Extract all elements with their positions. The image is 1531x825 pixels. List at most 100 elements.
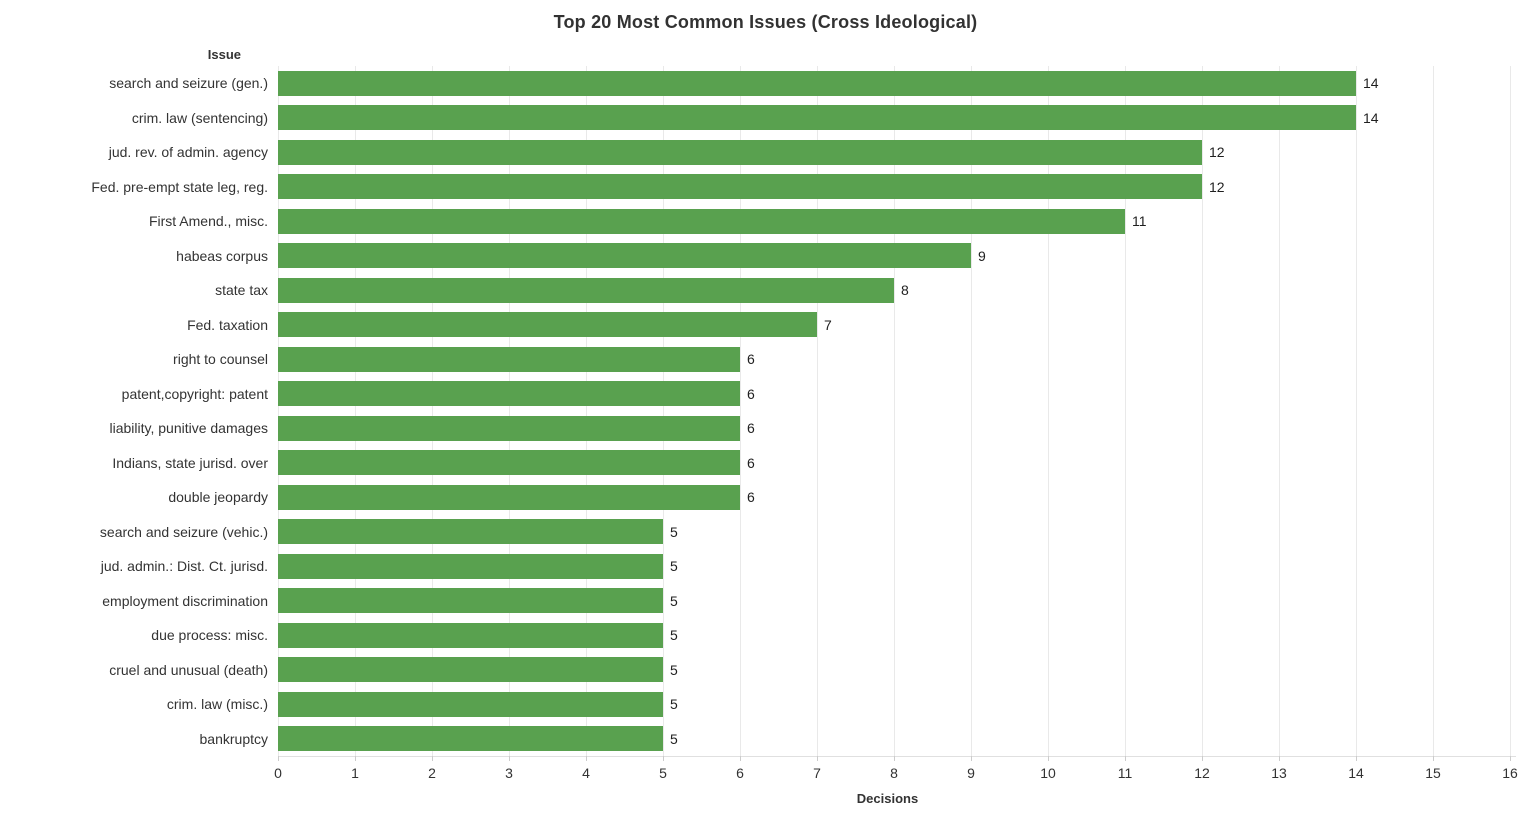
gridline-x-14 [1356,66,1357,756]
bar-row: 5 [278,653,1516,688]
x-tick-mark [894,756,895,761]
x-tick-label-14: 14 [1348,765,1364,781]
bar-row: 6 [278,446,1516,481]
bar-value-label: 6 [747,351,755,367]
category-label[interactable]: jud. rev. of admin. agency [108,144,268,160]
x-tick-mark [971,756,972,761]
category-label[interactable]: due process: misc. [151,627,268,643]
bar-value-label: 5 [670,558,678,574]
bar-16[interactable] [278,588,663,613]
category-label[interactable]: habeas corpus [176,247,268,264]
gridline-x-16 [1510,66,1511,756]
bar-value-label: 9 [978,247,986,264]
category-label[interactable]: First Amend., misc. [148,213,268,229]
bar-value-label: 5 [670,661,678,678]
x-tick-label-1: 1 [351,765,359,781]
bar-11[interactable] [278,415,740,441]
bar-10[interactable] [278,381,740,406]
sort-descending-icon[interactable] [924,795,937,805]
category-label[interactable]: crim. law (misc.) [166,696,268,712]
x-tick-label-13: 13 [1271,765,1287,781]
category-label[interactable]: Fed. pre-empt state leg, reg. [91,178,268,195]
bar-value-label: 6 [747,454,755,471]
x-tick-mark [509,756,510,761]
x-tick-mark [1125,756,1126,761]
category-label[interactable]: Indians, state jurisd. over [112,454,268,471]
bar-18[interactable] [278,657,663,682]
x-tick-mark [740,756,741,761]
bar-1[interactable] [278,70,1356,96]
x-tick-mark [355,756,356,761]
x-tick-label-3: 3 [505,765,513,781]
issue-axis-header[interactable]: Issue [0,47,260,62]
bar-12[interactable] [278,450,740,475]
bar-row: 5 [278,584,1516,619]
category-label[interactable]: crim. law (sentencing) [131,109,268,126]
bar-value-label: 14 [1363,109,1379,126]
gridline-x-15 [1433,66,1434,756]
bar-value-label: 8 [901,282,909,298]
x-tick-label-4: 4 [582,765,590,781]
bar-4[interactable] [278,174,1202,199]
x-axis-title[interactable]: Decisions [278,791,1516,806]
gridline-x-3 [509,66,510,756]
bar-15[interactable] [278,553,663,579]
gridline-x-11 [1125,66,1126,756]
gridline-x-0 [278,66,279,756]
x-tick-mark [432,756,433,761]
x-tick-mark [1433,756,1434,761]
bar-14[interactable] [278,519,663,544]
bar-5[interactable] [278,208,1125,234]
bar-2[interactable] [278,105,1356,130]
bar-row: 7 [278,308,1516,343]
category-label[interactable]: employment discrimination [102,592,268,609]
x-tick-label-6: 6 [736,765,744,781]
category-label[interactable]: search and seizure (vehic.) [99,523,268,540]
category-label[interactable]: patent,copyright: patent [121,385,268,402]
x-tick-label-2: 2 [428,765,436,781]
bar-value-label: 6 [747,420,755,436]
bar-row: 11 [278,204,1516,239]
x-axis-title-label: Decisions [856,791,919,806]
category-label[interactable]: state tax [215,282,268,298]
gridline-x-9 [971,66,972,756]
bar-17[interactable] [278,622,663,648]
bar-3[interactable] [278,139,1202,165]
bar-value-label: 14 [1363,75,1379,91]
x-tick-label-12: 12 [1194,765,1210,781]
bar-20[interactable] [278,726,663,751]
bar-row: 5 [278,618,1516,653]
category-label[interactable]: right to counsel [173,351,268,367]
bar-value-label: 11 [1132,213,1147,229]
bar-row: 12 [278,135,1516,170]
bar-6[interactable] [278,243,971,268]
category-axis: search and seizure (gen.) crim. law (sent… [0,66,268,756]
bar-7[interactable] [278,277,894,303]
chart-title: Top 20 Most Common Issues (Cross Ideolog… [553,12,978,32]
category-label[interactable]: bankruptcy [199,730,268,747]
bar-value-label: 6 [747,385,755,402]
gridline-x-6 [740,66,741,756]
category-label[interactable]: Fed. taxation [187,316,268,333]
issue-axis-header-label: Issue [207,47,241,62]
gridline-x-4 [586,66,587,756]
x-tick-label-16: 16 [1502,765,1518,781]
x-tick-label-0: 0 [274,765,282,781]
category-label[interactable]: jud. admin.: Dist. Ct. jurisd. [100,558,268,574]
plot-area: 14 14 12 12 11 9 8 7 6 6 6 6 6 5 5 5 5 5 5 5 [278,66,1516,756]
category-label[interactable]: double jeopardy [168,489,268,505]
bar-8[interactable] [278,312,817,337]
category-label[interactable]: liability, punitive damages [109,420,269,436]
bar-9[interactable] [278,346,740,372]
x-tick-label-9: 9 [967,765,975,781]
x-tick-mark [1202,756,1203,761]
category-label[interactable]: search and seizure (gen.) [109,75,268,91]
bar-13[interactable] [278,484,740,510]
sort-descending-icon[interactable] [247,51,260,61]
bar-19[interactable] [278,691,663,717]
category-label[interactable]: cruel and unusual (death) [109,661,268,678]
bar-value-label: 6 [747,489,755,505]
bar-value-label: 5 [670,523,678,540]
bar-row: 5 [278,515,1516,550]
